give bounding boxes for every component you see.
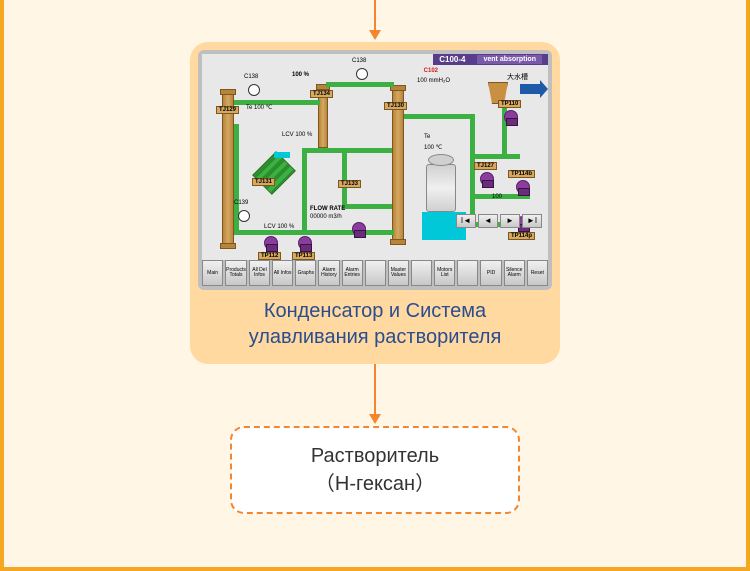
tag-c138a: C138 — [244, 74, 258, 80]
btn-motors[interactable]: Motors List — [434, 260, 455, 286]
tag-tp112: TP112 — [258, 252, 281, 260]
txt-mm: 100 mmH₂O — [417, 78, 450, 84]
tower-tj129 — [222, 94, 234, 244]
btn-7[interactable] — [365, 260, 386, 286]
pipe-8 — [342, 204, 392, 209]
gauge-c139 — [238, 210, 250, 222]
hmi-header: C100-4 vent absorption — [433, 54, 548, 65]
pump-tp114b — [516, 180, 534, 194]
tag-tj133: TJ133 — [338, 180, 361, 188]
txt-flow: FLOW RATE — [310, 206, 345, 212]
pump-tp112 — [264, 236, 282, 250]
btn-prodtotals[interactable]: Products Totals — [225, 260, 247, 286]
txt-te: Te — [424, 134, 430, 140]
nav-first[interactable]: I◄ — [456, 214, 476, 228]
tag-tp114p: TP114p — [508, 232, 535, 240]
solvent-line1: Растворитель — [242, 442, 508, 470]
tag-c139: C139 — [234, 200, 248, 206]
hdr-vent: vent absorption — [477, 55, 542, 64]
btn-silence[interactable]: Silence Alarm — [504, 260, 525, 286]
txt-t100: 100 ℃ — [424, 144, 442, 151]
btn-alarmhist[interactable]: Alarm History — [318, 260, 339, 286]
pipe-9 — [404, 114, 474, 119]
vessel-dome — [428, 154, 454, 166]
tag-c138b: C138 — [352, 58, 366, 64]
gauge-c138a — [248, 84, 260, 96]
pipe-5 — [302, 148, 307, 234]
txt-t100r: 100 — [492, 194, 502, 200]
arrow-top — [374, 0, 376, 32]
gauge-c138b — [356, 68, 368, 80]
caption-line1: Конденсатор и Система — [202, 298, 548, 324]
nav-last[interactable]: ►I — [522, 214, 542, 228]
solvent-box: Растворитель （H-гексан） — [230, 426, 520, 514]
vessel-main — [426, 164, 456, 212]
tower-tj130 — [392, 90, 404, 240]
nav-next[interactable]: ► — [500, 214, 520, 228]
pipe-7 — [342, 148, 347, 208]
hdr-c1004: C100-4 — [439, 55, 465, 64]
nav-prev[interactable]: ◄ — [478, 214, 498, 228]
pipe-6 — [302, 148, 392, 153]
btn-alarment[interactable]: Alarm Entries — [342, 260, 363, 286]
pipe-11 — [470, 154, 520, 159]
btn-allinfos[interactable]: All Infos — [272, 260, 293, 286]
tag-tj131: TJ131 — [252, 178, 275, 186]
txt-flowval: 00000 m3/h — [310, 214, 342, 220]
hmi-nav-row: I◄ ◄ ► ►I — [456, 214, 542, 228]
tag-tj127: TJ127 — [474, 162, 497, 170]
btn-master[interactable]: Master Values — [388, 260, 409, 286]
tag-tj130: TJ130 — [384, 102, 407, 110]
solvent-line2: （H-гексан） — [242, 470, 508, 498]
pipe-2 — [326, 82, 394, 87]
pump-tj127 — [480, 172, 498, 186]
condenser-card: C100-4 vent absorption C102 100 mmH₂O 大水… — [190, 42, 560, 364]
txt-te100: Te 100 ℃ — [246, 104, 272, 111]
hdr-c102: C102 — [424, 68, 438, 74]
tag-tp110: TP110 — [498, 100, 521, 108]
tag-tj129: TJ129 — [216, 106, 239, 114]
btn-pid[interactable]: PID — [480, 260, 501, 286]
caption-line2: улавливания растворителя — [202, 324, 548, 350]
pump-tp113 — [298, 236, 316, 250]
cooling-label-bg — [274, 152, 290, 158]
outlet-arrow-icon — [540, 80, 548, 98]
btn-9[interactable] — [411, 260, 432, 286]
txt-pct100: 100 % — [292, 72, 309, 78]
hmi-screenshot: C100-4 vent absorption C102 100 mmH₂O 大水… — [198, 50, 552, 290]
tag-tj134: TJ134 — [310, 90, 333, 98]
pump-tp110 — [504, 110, 522, 124]
txt-outlet: 大水槽 — [507, 72, 528, 82]
card-caption: Конденсатор и Система улавливания раство… — [198, 290, 552, 356]
outlet-pipe — [520, 84, 542, 94]
btn-alldel[interactable]: All Del Infos — [249, 260, 270, 286]
pump-mid — [352, 222, 370, 236]
tag-tp113: TP113 — [292, 252, 315, 260]
txt-lcv2: LCV 100 % — [264, 224, 294, 230]
btn-graphs[interactable]: Graphs — [295, 260, 316, 286]
hmi-button-bar: Main Products Totals All Del Infos All I… — [202, 260, 548, 286]
pipe-4 — [234, 230, 394, 235]
hmi-main-area: C100-4 vent absorption C102 100 mmH₂O 大水… — [202, 54, 548, 260]
txt-lcv100: LCV 100 % — [282, 132, 312, 138]
arrow-mid — [374, 364, 376, 416]
tag-tp114b: TP114b — [508, 170, 535, 178]
btn-reset[interactable]: Reset — [527, 260, 548, 286]
btn-main[interactable]: Main — [202, 260, 223, 286]
btn-11[interactable] — [457, 260, 478, 286]
